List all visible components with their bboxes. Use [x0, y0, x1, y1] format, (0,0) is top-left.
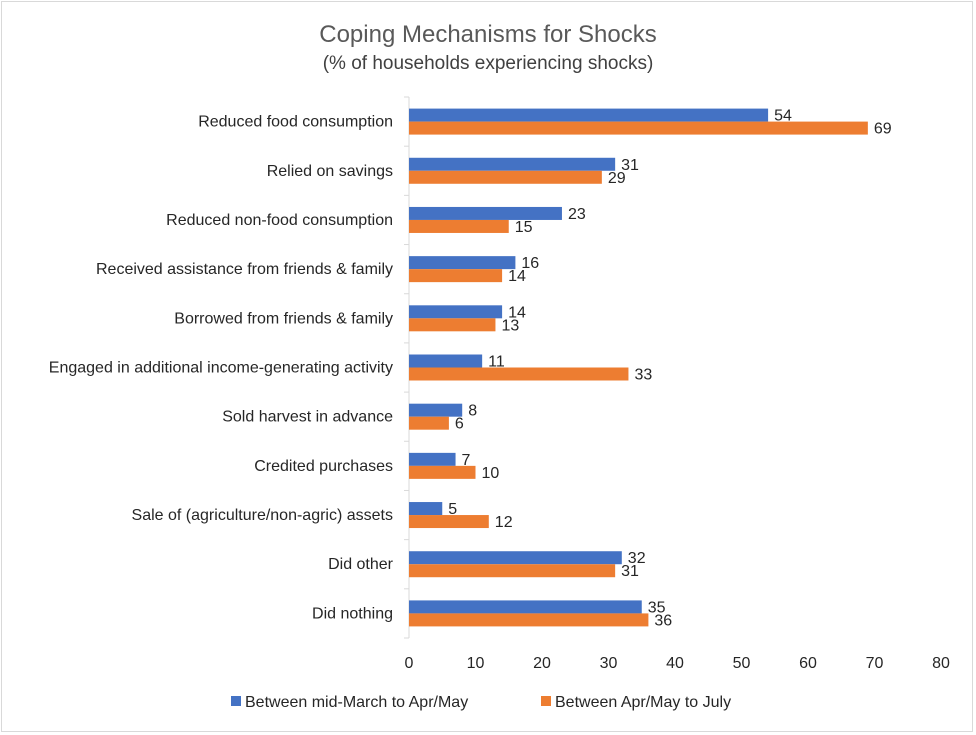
x-tick-label: 60	[799, 655, 817, 672]
bar-series-2	[409, 564, 616, 578]
data-label: 35	[648, 599, 666, 616]
bar-series-2	[409, 318, 496, 332]
category-label: Received assistance from friends & famil…	[96, 261, 393, 278]
bar-series-2	[409, 613, 649, 627]
x-tick-label: 30	[600, 655, 618, 672]
data-label: 54	[774, 108, 792, 125]
chart-subtitle: (% of households experiencing shocks)	[323, 53, 654, 74]
bar-series-2	[409, 416, 449, 430]
category-label: Reduced non-food consumption	[166, 212, 393, 229]
plot-area: Reduced food consumption 54 69 Relied on sa…	[49, 96, 950, 672]
data-label: 11	[488, 354, 505, 371]
category-label: Did nothing	[312, 605, 393, 622]
category-label: Sale of (agriculture/non-agric) assets	[132, 507, 393, 524]
category-label: Sold harvest in advance	[222, 409, 393, 426]
legend-label: Between mid-March to Apr/May	[245, 694, 468, 711]
bar-series-2	[409, 219, 509, 233]
data-label: 15	[515, 219, 533, 236]
category-label: Borrowed from friends & family	[174, 310, 393, 327]
data-label: 12	[495, 514, 513, 531]
bar-series-1	[409, 206, 562, 220]
legend-swatch	[231, 696, 241, 706]
bar-series-1	[409, 108, 769, 122]
data-label: 7	[462, 452, 471, 469]
data-label: 5	[448, 501, 457, 518]
x-tick-label: 20	[533, 655, 551, 672]
legend-label: Between Apr/May to July	[555, 694, 731, 711]
bar-series-2	[409, 170, 602, 184]
data-label: 10	[482, 465, 500, 482]
bar-series-1	[409, 157, 616, 171]
data-label: 31	[621, 157, 639, 174]
x-tick-label: 80	[932, 655, 950, 672]
x-tick-label: 0	[405, 655, 414, 672]
data-label: 16	[521, 255, 539, 272]
x-tick-label: 50	[733, 655, 751, 672]
legend: Between mid-March to Apr/May Between Apr/…	[231, 694, 731, 711]
data-label: 29	[608, 170, 626, 187]
data-label: 69	[874, 121, 892, 138]
data-label: 6	[455, 416, 464, 433]
x-tick-label: 40	[666, 655, 684, 672]
bar-series-2	[409, 269, 503, 283]
bar-series-1	[409, 452, 456, 466]
category-label: Reduced food consumption	[198, 114, 393, 131]
bar-series-2	[409, 121, 868, 135]
bar-series-2	[409, 515, 489, 529]
bar-series-1	[409, 600, 642, 614]
x-tick-label: 10	[467, 655, 485, 672]
data-label: 8	[468, 403, 477, 420]
bar-series-1	[409, 502, 443, 516]
category-label: Did other	[328, 556, 394, 573]
category-label: Engaged in additional income-generating …	[49, 360, 393, 377]
data-label: 14	[508, 268, 526, 285]
data-label: 13	[501, 317, 519, 334]
category-label: Relied on savings	[267, 163, 393, 180]
data-label: 33	[634, 367, 652, 384]
data-label: 31	[621, 563, 639, 580]
data-label: 14	[508, 304, 526, 321]
legend-swatch	[541, 696, 551, 706]
data-label: 32	[628, 550, 646, 567]
category-label: Credited purchases	[254, 458, 393, 475]
bar-series-1	[409, 551, 622, 565]
chart-title: Coping Mechanisms for Shocks	[319, 21, 656, 48]
bar-series-1	[409, 256, 516, 270]
bar-series-1	[409, 403, 463, 417]
x-tick-label: 70	[866, 655, 884, 672]
data-label: 23	[568, 206, 586, 223]
bar-series-2	[409, 367, 629, 381]
data-label: 36	[654, 612, 672, 629]
bar-series-2	[409, 465, 476, 479]
bar-series-1	[409, 305, 503, 319]
bar-series-1	[409, 354, 483, 368]
